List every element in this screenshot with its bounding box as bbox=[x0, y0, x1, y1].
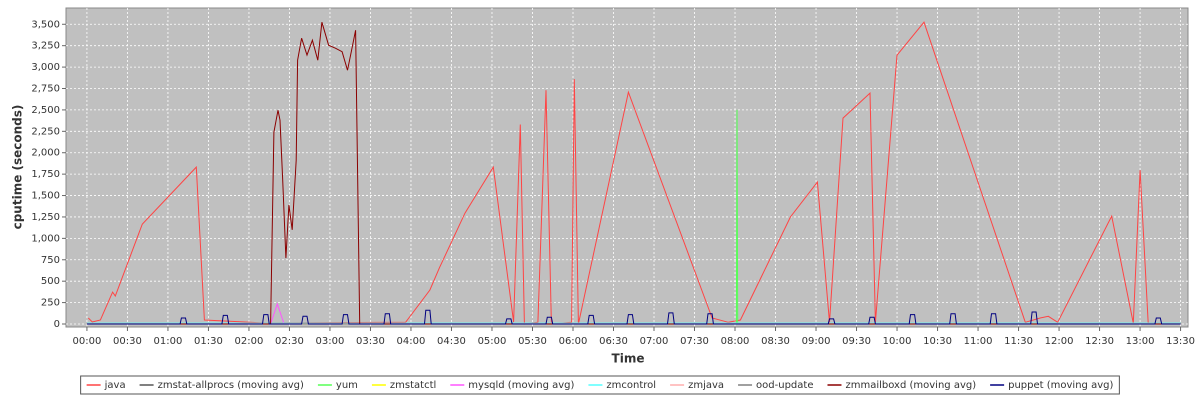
legend-label: zmstat-allprocs (moving avg) bbox=[158, 380, 304, 391]
y-tick-label: 0 bbox=[54, 319, 60, 330]
series-line bbox=[86, 22, 1181, 325]
plot-area bbox=[65, 7, 1189, 328]
x-tick-label: 04:30 bbox=[437, 336, 466, 347]
x-tick-label: 12:30 bbox=[1085, 336, 1114, 347]
x-tick-label: 11:00 bbox=[964, 336, 993, 347]
series-line bbox=[270, 302, 285, 325]
legend-label: ood-update bbox=[756, 380, 813, 391]
x-tick-label: 03:00 bbox=[316, 336, 345, 347]
x-tick-label: 13:30 bbox=[1166, 336, 1195, 347]
legend-label: zmmailboxd (moving avg) bbox=[845, 380, 976, 391]
y-axis-label: cputime (seconds) bbox=[11, 105, 25, 230]
x-tick-label: 06:30 bbox=[599, 336, 628, 347]
y-tick-label: 3,500 bbox=[31, 19, 60, 30]
y-tick-label: 1,750 bbox=[31, 169, 60, 180]
x-tick-label: 07:30 bbox=[680, 336, 709, 347]
x-tick-label: 12:00 bbox=[1045, 336, 1074, 347]
x-tick-label: 11:30 bbox=[1004, 336, 1033, 347]
x-tick-label: 02:00 bbox=[235, 336, 264, 347]
y-tick-label: 3,000 bbox=[31, 62, 60, 73]
x-tick-label: 05:30 bbox=[518, 336, 547, 347]
y-tick-label: 3,250 bbox=[31, 41, 60, 52]
legend-label: yum bbox=[336, 380, 358, 391]
y-tick-label: 1,500 bbox=[31, 191, 60, 202]
y-tick-label: 1,000 bbox=[31, 233, 60, 244]
x-tick-label: 06:00 bbox=[559, 336, 588, 347]
x-tick-label: 01:30 bbox=[194, 336, 223, 347]
y-tick-label: 2,500 bbox=[31, 105, 60, 116]
x-tick-label: 13:00 bbox=[1126, 336, 1155, 347]
x-tick-label: 07:00 bbox=[640, 336, 669, 347]
legend-label: puppet (moving avg) bbox=[1008, 380, 1113, 391]
y-tick-label: 250 bbox=[41, 298, 60, 309]
x-tick-label: 08:30 bbox=[761, 336, 790, 347]
y-tick-label: 2,000 bbox=[31, 148, 60, 159]
legend-label: zmcontrol bbox=[606, 380, 656, 391]
x-tick-label: 08:00 bbox=[721, 336, 750, 347]
legend: java zmstat-allprocs (moving avg) yum zmsta… bbox=[80, 375, 1120, 395]
x-tick-label: 03:30 bbox=[356, 336, 385, 347]
x-axis-label: Time bbox=[612, 352, 645, 366]
y-tick-label: 2,750 bbox=[31, 83, 60, 94]
x-tick-label: 04:00 bbox=[397, 336, 426, 347]
x-tick-label: 09:30 bbox=[842, 336, 871, 347]
y-tick-label: 2,250 bbox=[31, 126, 60, 137]
series-line bbox=[86, 309, 1181, 325]
legend-label: zmstatctl bbox=[390, 380, 436, 391]
y-tick-label: 1,250 bbox=[31, 212, 60, 223]
x-tick-label: 00:30 bbox=[113, 336, 142, 347]
x-tick-label: 05:00 bbox=[478, 336, 507, 347]
x-tick-label: 10:00 bbox=[883, 336, 912, 347]
y-tick-label: 500 bbox=[41, 276, 60, 287]
legend-label: zmjava bbox=[688, 380, 724, 391]
legend-label: java bbox=[104, 380, 126, 391]
x-tick-label: 01:00 bbox=[154, 336, 183, 347]
x-tick-label: 00:00 bbox=[73, 336, 102, 347]
series-line bbox=[735, 109, 739, 325]
y-tick-label: 750 bbox=[41, 255, 60, 266]
series-line bbox=[87, 21, 1161, 325]
x-tick-label: 10:30 bbox=[923, 336, 952, 347]
legend-label: mysqld (moving avg) bbox=[468, 380, 574, 391]
x-tick-label: 09:00 bbox=[802, 336, 831, 347]
x-tick-label: 02:30 bbox=[275, 336, 304, 347]
